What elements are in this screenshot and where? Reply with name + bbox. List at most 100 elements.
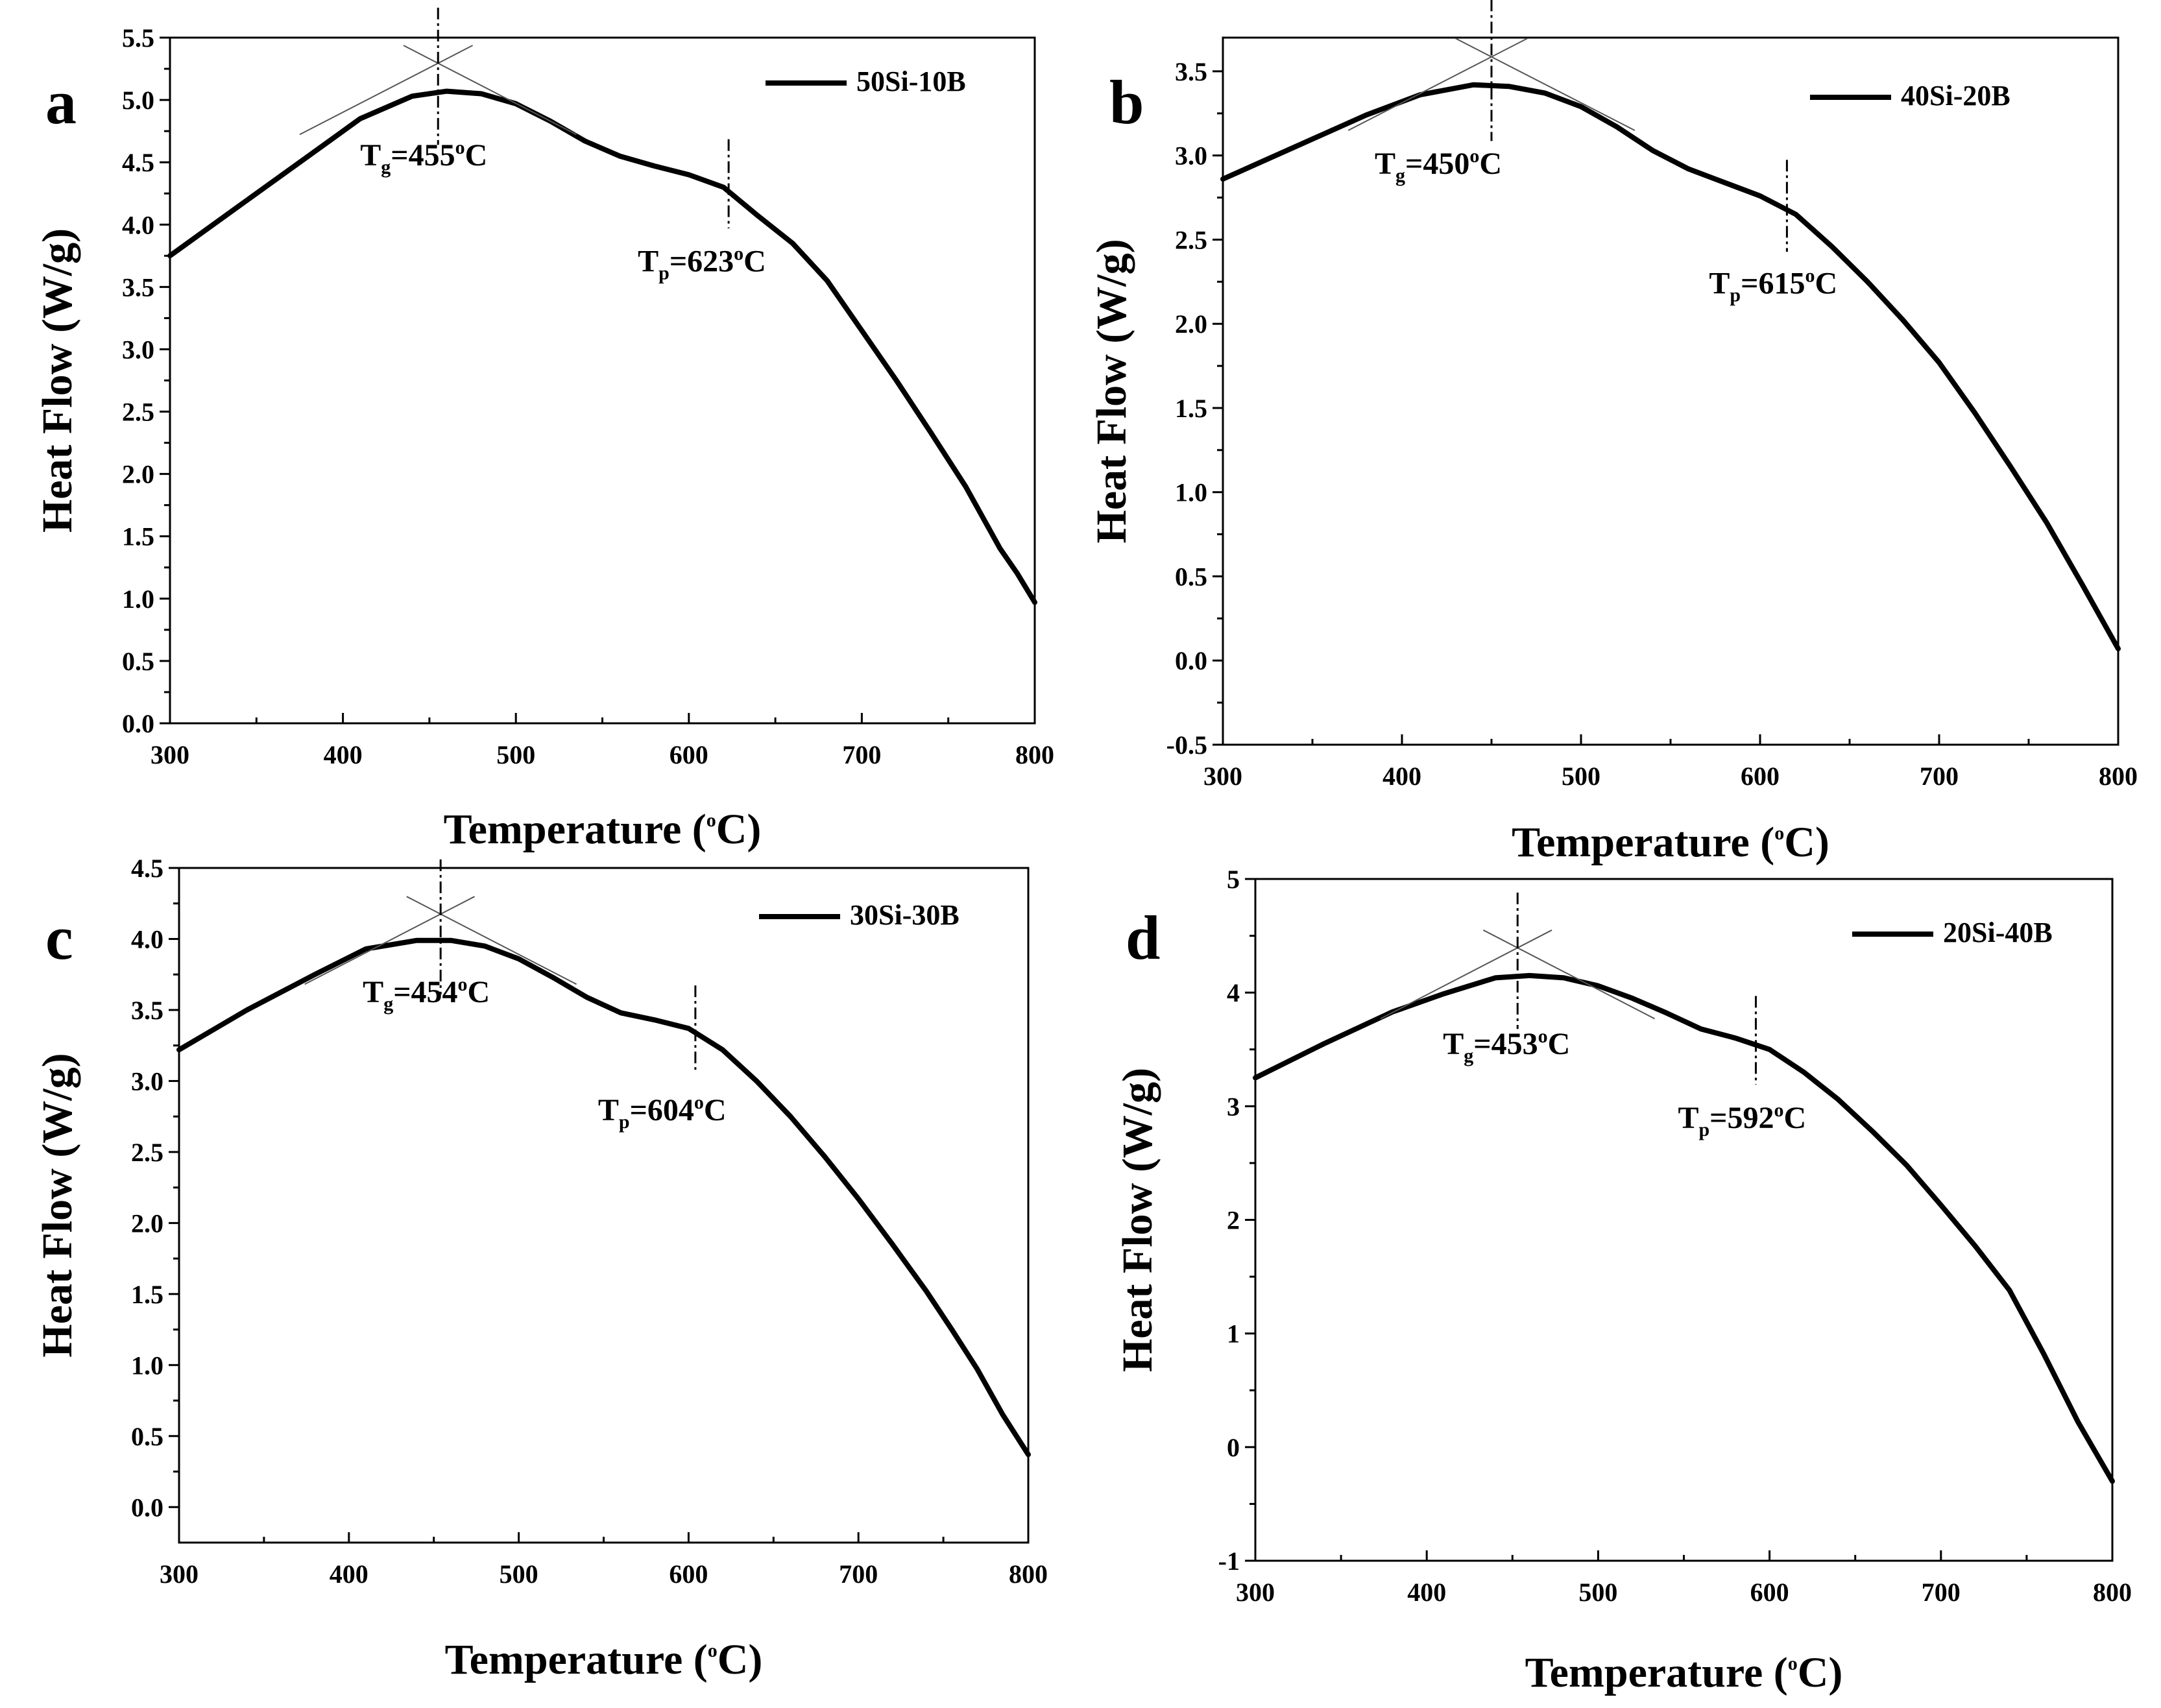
y-tick-label: 3.0	[1175, 141, 1207, 171]
y-tick-label: 4.0	[131, 924, 163, 954]
tg-tangent-right	[1482, 929, 1656, 1020]
y-tick-label: 2.5	[122, 398, 154, 427]
y-tick-label: 5.0	[122, 86, 154, 115]
y-tick-label: 4.5	[131, 854, 163, 883]
tp-label-t: T	[1678, 1101, 1698, 1135]
tg-label-sup: o	[1538, 1026, 1548, 1047]
y-axis-title: Heat Flow (W/g)	[34, 1053, 81, 1357]
y-tick-label: 0.5	[1175, 562, 1207, 591]
y-axis-title: Heat Flow (W/g)	[34, 228, 81, 533]
tg-label-t: T	[363, 975, 383, 1009]
tg-label-unit: C	[1548, 1027, 1571, 1061]
tp-label: Tp=623oC	[638, 243, 766, 284]
tp-label-sub: p	[1730, 285, 1741, 306]
x-tick-label: 600	[1750, 1578, 1789, 1607]
x-axis-title-sup: o	[1774, 823, 1784, 844]
y-tick-label: 3	[1227, 1092, 1240, 1121]
tg-tangent-right	[1455, 38, 1636, 131]
tg-label-sub: g	[383, 993, 393, 1015]
tg-label-sub: g	[1395, 165, 1405, 186]
y-tick-label: 1.0	[1175, 478, 1207, 507]
panel-letter: c	[45, 903, 73, 972]
tg-label-sub: g	[1464, 1045, 1473, 1066]
x-tick-label: 800	[1009, 1559, 1048, 1589]
x-tick-label: 700	[1920, 762, 1959, 791]
tp-label-sup: o	[1805, 265, 1815, 287]
y-tick-label: 2.0	[1175, 309, 1207, 339]
y-tick-label: 3.5	[131, 996, 163, 1025]
tg-tangent-right	[403, 45, 577, 136]
y-tick-label: 2.0	[131, 1209, 163, 1238]
x-tick-label: 400	[330, 1559, 368, 1589]
x-axis-title-unit: C)	[1798, 1649, 1843, 1696]
x-axis-title-text: Temperature (	[444, 806, 706, 853]
tp-label-sup: o	[694, 1092, 704, 1113]
y-tick-label: 0.0	[1175, 646, 1207, 675]
x-tick-label: 600	[1741, 762, 1780, 791]
tp-label-unit: C	[704, 1093, 727, 1127]
tg-label-unit: C	[1479, 147, 1502, 181]
x-tick-label: 500	[1562, 762, 1600, 791]
x-axis-title: Temperature (oC)	[1525, 1649, 1843, 1696]
chart-panel-d: 300 400 500 600 700 800-1012345Tg=453oCTp=592…	[1114, 865, 2132, 1696]
tg-label-t: T	[1375, 147, 1395, 181]
x-axis-title-sup: o	[706, 810, 716, 831]
y-tick-label: 1.5	[122, 522, 154, 551]
y-tick-label: 2.5	[131, 1138, 163, 1167]
plot-frame	[1254, 878, 2114, 1562]
y-tick-label: 2.0	[122, 460, 154, 489]
chart-panel-a: 300 400 500 600 700 800 0.0 0.5 1.0 1.5 2.0 2.5 3.0 3…	[34, 7, 1054, 853]
x-tick-label: 400	[1407, 1578, 1446, 1607]
legend-label: 50Si-10B	[856, 66, 966, 97]
legend-label: 40Si-20B	[1901, 80, 2010, 112]
y-tick-label: 0.0	[122, 709, 154, 738]
tg-label-unit: C	[465, 138, 488, 173]
tg-label-value: =455	[391, 138, 455, 173]
tg-tangent-left	[304, 896, 475, 985]
tg-tangent-left	[1347, 38, 1528, 131]
x-axis-title: Temperature (oC)	[445, 1636, 763, 1683]
tp-label-value: =592	[1709, 1101, 1774, 1135]
x-axis-title-text: Temperature (	[445, 1636, 708, 1683]
x-tick-label: 500	[1578, 1578, 1617, 1607]
tp-label-sub: p	[619, 1111, 630, 1133]
x-axis-title: Temperature (oC)	[1512, 819, 1829, 866]
heat-flow-curve	[167, 88, 1037, 605]
tp-label-value: =615	[1741, 267, 1805, 301]
x-axis-title-unit: C)	[716, 806, 762, 853]
panel-letter: a	[45, 67, 77, 137]
tg-tangent-right	[406, 896, 577, 985]
tg-label-t: T	[360, 138, 381, 173]
x-tick-label: 500	[500, 1559, 538, 1589]
chart-panel-b: 300 400 500 600 700 800 -0.5 0.0 0.5 1.0 1.5 2.0 2.5…	[1088, 0, 2138, 866]
tg-label-sup: o	[1469, 145, 1479, 167]
y-tick-label: 2.5	[1175, 225, 1207, 254]
tg-label-sup: o	[455, 137, 465, 158]
x-tick-label: 300	[1236, 1578, 1275, 1607]
tp-label: Tp=615oC	[1709, 265, 1837, 306]
tg-label: Tg=455oC	[360, 137, 487, 178]
y-tick-label: 1.5	[1175, 394, 1207, 423]
tg-label-sub: g	[381, 156, 391, 178]
tp-label-sub: p	[658, 263, 670, 284]
tp-label-value: =623	[670, 245, 734, 279]
y-tick-label: 3.0	[131, 1066, 163, 1096]
x-tick-label: 400	[1382, 762, 1421, 791]
x-tick-label: 700	[842, 740, 881, 769]
y-tick-label: 0.5	[131, 1422, 163, 1451]
x-tick-label: 500	[496, 740, 535, 769]
x-axis-title-sup: o	[708, 1640, 718, 1661]
y-axis-title: Heat Flow (W/g)	[1114, 1068, 1161, 1372]
y-tick-label: 1	[1227, 1319, 1240, 1349]
tp-label-unit: C	[1815, 267, 1837, 301]
y-tick-label: 4.5	[122, 148, 154, 177]
x-tick-label: 700	[839, 1559, 878, 1589]
tp-label-t: T	[638, 245, 658, 279]
y-tick-label: 1.0	[122, 584, 154, 614]
plot-frame	[169, 36, 1036, 725]
tp-label: Tp=604oC	[598, 1092, 727, 1133]
y-axis-title: Heat Flow (W/g)	[1088, 239, 1135, 543]
y-tick-label: 1.0	[131, 1351, 163, 1380]
tp-label-sup: o	[734, 243, 743, 265]
panel-letter: b	[1109, 67, 1144, 137]
